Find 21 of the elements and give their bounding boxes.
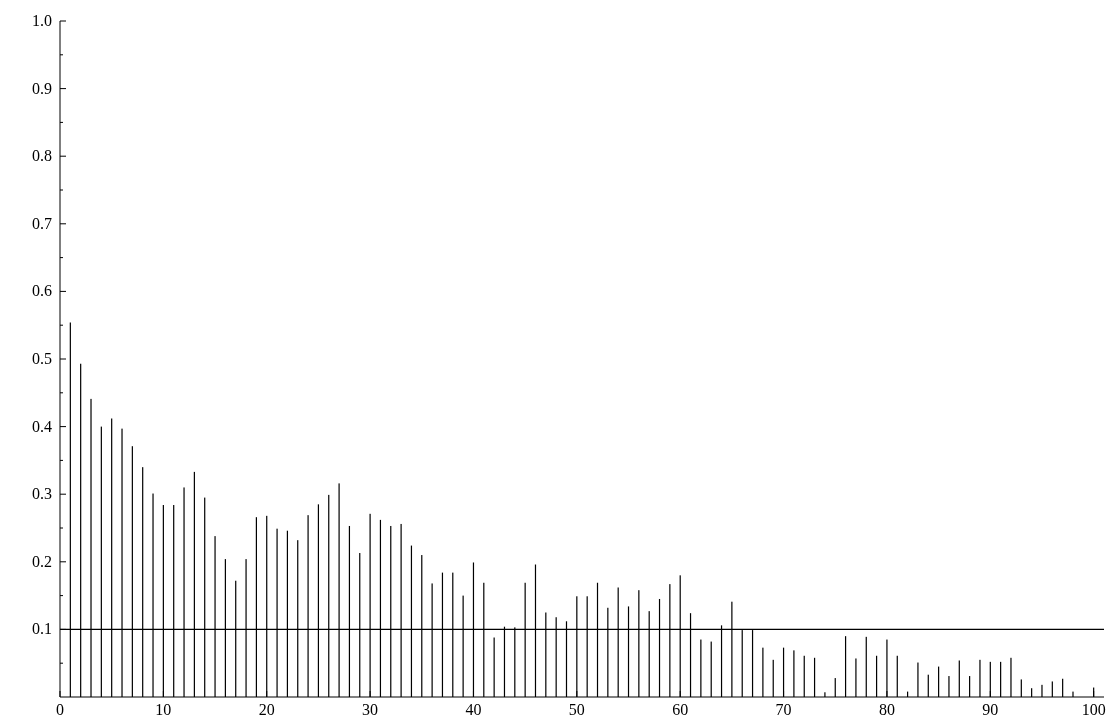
x-tick-label: 100 (1081, 701, 1106, 718)
y-tick-label: 0.9 (32, 79, 52, 97)
x-tick-label: 60 (672, 701, 689, 718)
x-tick-label: 10 (155, 701, 172, 718)
y-tick-label: 0.4 (32, 417, 52, 435)
y-tick-label: 0.7 (32, 214, 52, 232)
y-tick-label: 0.2 (32, 552, 52, 570)
y-tick-label: 0.8 (32, 147, 52, 165)
y-tick-label: 0.5 (32, 350, 52, 367)
x-tick-label: 50 (568, 701, 585, 718)
x-tick-label: 20 (258, 701, 275, 718)
x-tick-label: 80 (878, 701, 895, 718)
y-tick-label: 0.3 (32, 485, 52, 503)
y-tick-label: 0.6 (32, 282, 52, 300)
x-tick-label: 0 (56, 701, 64, 718)
x-tick-label: 70 (775, 701, 792, 718)
x-tick-label: 90 (982, 701, 999, 718)
x-tick-label: 40 (465, 701, 482, 718)
y-tick-label: 1.0 (32, 12, 52, 29)
x-tick-label: 30 (362, 701, 379, 718)
y-tick-label: 0.1 (32, 620, 52, 638)
